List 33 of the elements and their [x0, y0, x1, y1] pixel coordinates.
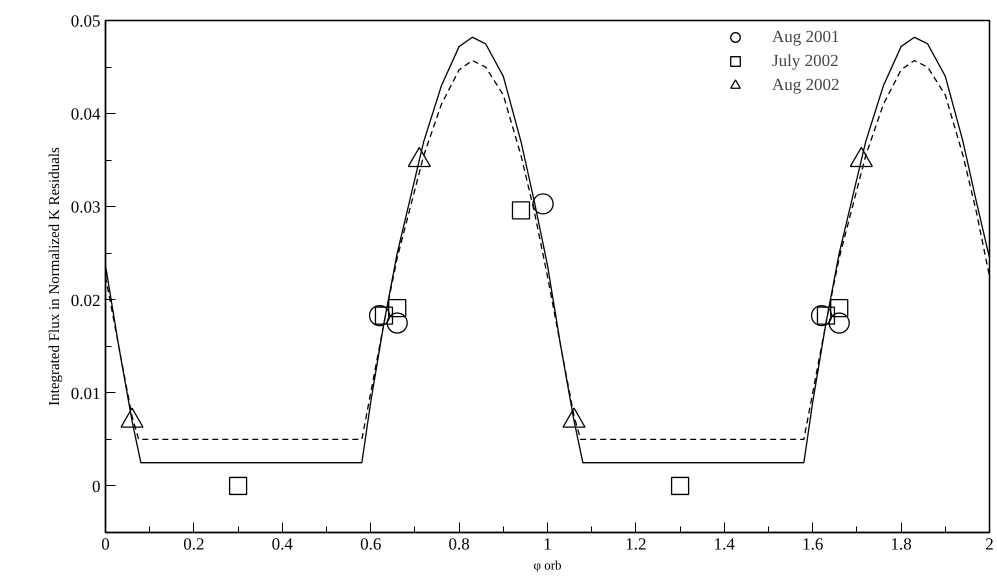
x-axis-title: φ orb [533, 558, 562, 572]
point [374, 306, 394, 325]
x-tick-label: 1.6 [802, 534, 824, 554]
y-tick-label: 0.01 [70, 384, 100, 403]
y-tick-label: 0.05 [70, 12, 100, 30]
point [532, 193, 554, 215]
point [670, 476, 690, 496]
x-tick-label: 1.8 [890, 534, 912, 554]
point [810, 304, 832, 326]
y-axis-title: Integrated Flux in Normalized K Residuals [46, 146, 63, 406]
legend-label: July 2002 [772, 51, 839, 71]
x-tick-label: 0.4 [272, 534, 294, 554]
y-tick-label: 0 [92, 476, 100, 496]
point [368, 304, 390, 326]
x-tick-label: 1 [543, 534, 552, 554]
x-tick-label: 1.2 [625, 534, 647, 554]
point [512, 201, 530, 220]
x-tick-label: 0.6 [360, 534, 382, 554]
x-tick-label: 0.8 [448, 534, 470, 554]
point [828, 312, 850, 334]
point [830, 299, 848, 318]
y-tick-label: 0.04 [70, 104, 101, 124]
point [388, 299, 406, 318]
x-tick-label: 2 [985, 534, 994, 554]
y-tick-label: 0.03 [70, 198, 100, 217]
point [228, 476, 248, 496]
legend-label: Aug 2002 [772, 75, 840, 95]
point [386, 312, 408, 334]
y-tick-label: 0.02 [70, 290, 100, 310]
x-tick-label: 1.4 [714, 534, 736, 554]
point [816, 306, 836, 325]
x-tick-label: 0.2 [183, 534, 205, 554]
legend-label: Aug 2001 [772, 27, 840, 47]
